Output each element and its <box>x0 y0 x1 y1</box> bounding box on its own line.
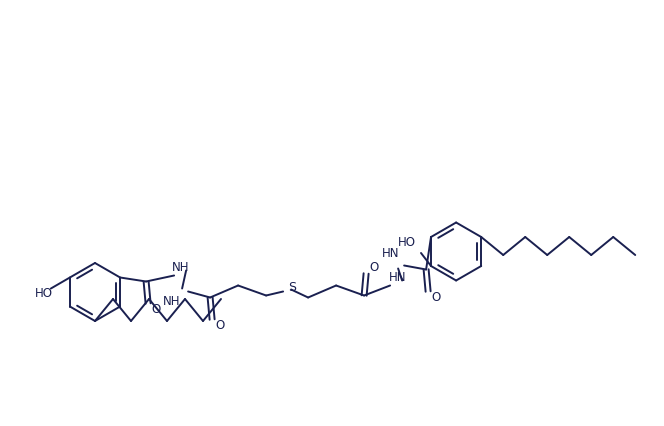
Text: O: O <box>216 319 224 332</box>
Text: NH: NH <box>173 261 190 274</box>
Text: HO: HO <box>35 287 53 300</box>
Text: NH: NH <box>163 295 181 308</box>
Text: HN: HN <box>389 271 407 284</box>
Text: S: S <box>288 281 296 294</box>
Text: O: O <box>432 291 441 304</box>
Text: O: O <box>151 303 161 316</box>
Text: HN: HN <box>382 247 400 260</box>
Text: O: O <box>369 261 378 274</box>
Text: HO: HO <box>398 236 416 250</box>
